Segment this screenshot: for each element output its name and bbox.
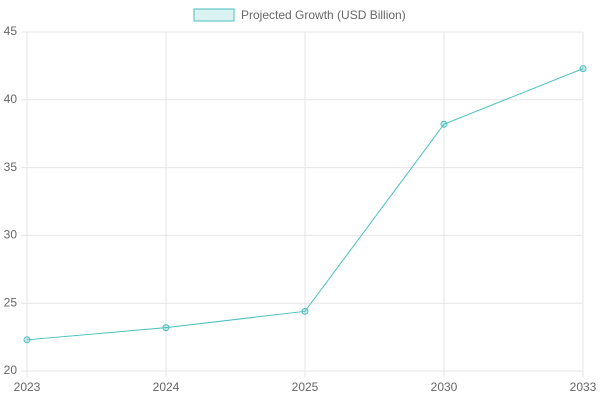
x-tick-label: 2023: [14, 380, 41, 394]
x-tick-label: 2025: [292, 380, 319, 394]
y-tick-label: 40: [4, 92, 18, 106]
y-tick-label: 20: [4, 363, 18, 377]
legend-swatch: [193, 8, 235, 22]
point: [301, 307, 309, 315]
y-tick-label: 25: [4, 295, 18, 309]
y-tick-label: 35: [4, 160, 18, 174]
x-tick-label: 2033: [570, 380, 597, 394]
y-tick-label: 30: [4, 228, 18, 242]
line: [26, 68, 584, 341]
point: [23, 336, 31, 344]
x-tick-label: 2024: [153, 380, 180, 394]
legend-label: Projected Growth (USD Billion): [241, 8, 406, 22]
point: [440, 120, 448, 128]
x-tick-label: 2030: [431, 380, 458, 394]
y-tick-label: 45: [4, 24, 18, 38]
point: [579, 65, 587, 73]
point: [162, 324, 170, 332]
